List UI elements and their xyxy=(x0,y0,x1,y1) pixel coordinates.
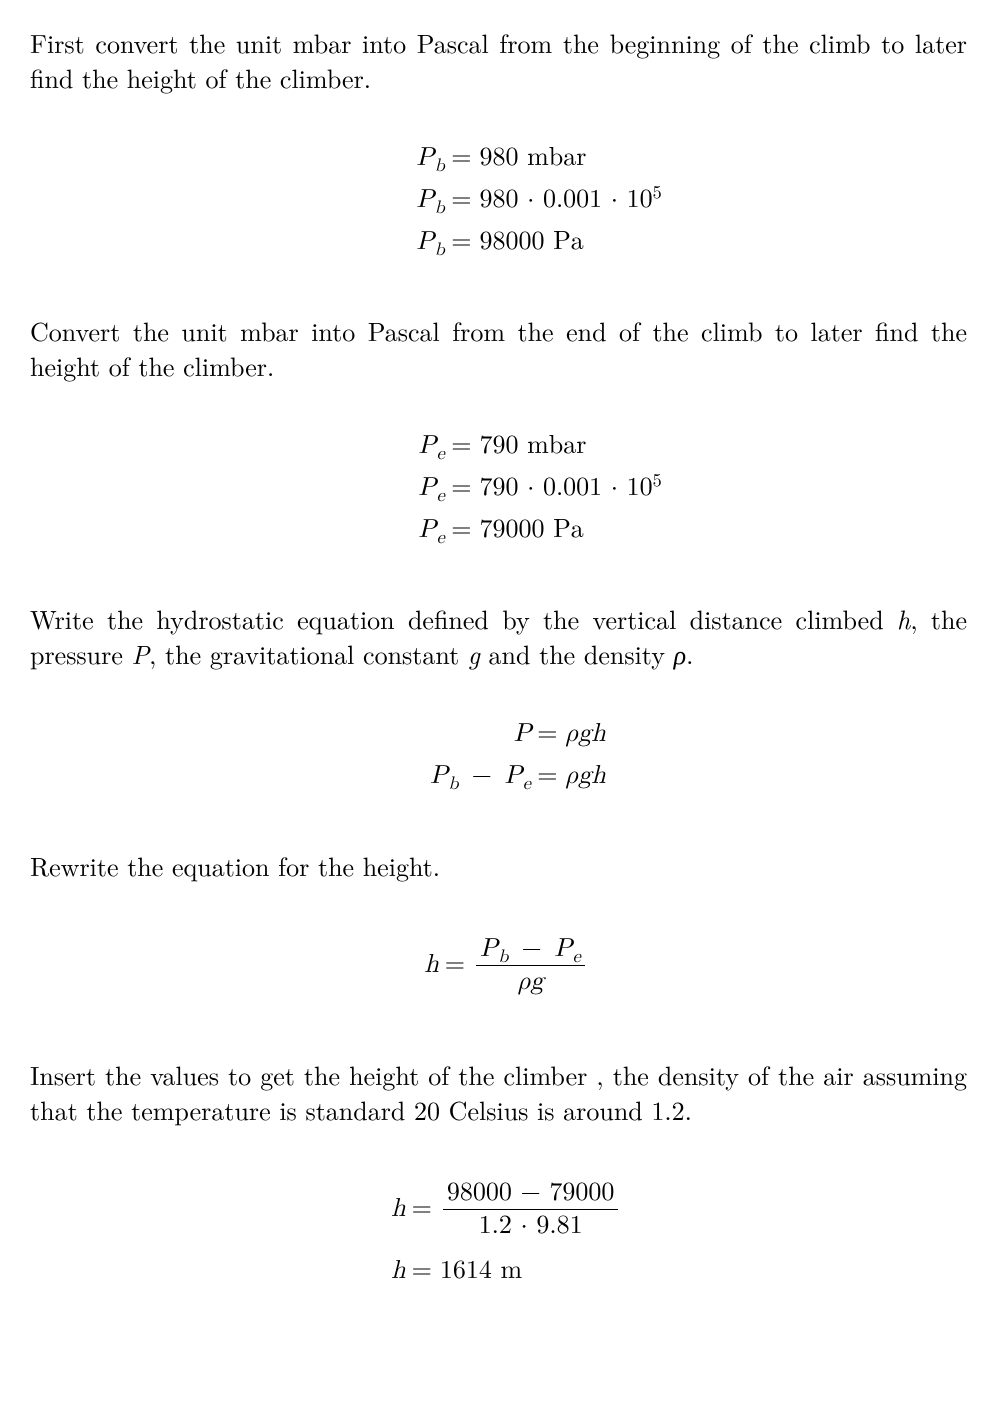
denominator: 1.2 · 9.81 xyxy=(443,1210,619,1241)
sym-P: P xyxy=(416,187,434,213)
eq-hydro-1: P = ρgh xyxy=(391,714,605,756)
eq-final-1: h = 98000 − 79000 1.2 · 9.81 xyxy=(376,1175,622,1245)
sym-P: P xyxy=(418,517,436,543)
sym-g-inline: g xyxy=(468,635,480,672)
eq-pe-1: Pe = 790 mbar xyxy=(335,425,662,467)
sub-b: b xyxy=(448,774,458,793)
sym-P: P xyxy=(430,763,448,789)
sub-e: e xyxy=(437,444,445,463)
math-block-1: Pb = 980 mbar Pb = 980 · 0.001 · 105 Pb … xyxy=(30,137,967,263)
rhs-2a: 980 · 0.001 · 10 xyxy=(479,187,652,213)
rhs-2exp: 5 xyxy=(653,183,662,202)
rhs-3: 98000 Pa xyxy=(477,227,583,258)
sub-e: e xyxy=(523,774,531,793)
p3-text-a: Write the hydrostatic equation defined b… xyxy=(30,600,897,637)
eq-pe-3: Pe = 79000 Pa xyxy=(335,509,662,551)
rhs-1: 980 mbar xyxy=(477,143,586,174)
sub-e: e xyxy=(437,528,445,547)
lhs-P: P xyxy=(514,721,532,747)
sub-b: b xyxy=(435,156,445,175)
sym-h: h xyxy=(391,1196,405,1222)
eq-pb-1: Pb = 980 mbar xyxy=(335,137,662,179)
eq-pb-3: Pb = 98000 Pa xyxy=(335,221,662,263)
sym-P: P xyxy=(418,475,436,501)
paragraph-1: First convert the unit mbar into Pascal … xyxy=(30,25,967,95)
sym-rho-inline: ρ xyxy=(674,635,686,672)
math-block-2: Pe = 790 mbar Pe = 790 · 0.001 · 105 Pe … xyxy=(30,425,967,551)
page: First convert the unit mbar into Pascal … xyxy=(0,0,997,1323)
fraction: Pb − Pe ρg xyxy=(476,935,585,997)
sym-P: P xyxy=(416,145,434,171)
sym-P-inline: P xyxy=(132,635,150,672)
math-block-5: h = 98000 − 79000 1.2 · 9.81 h = 1614 m xyxy=(30,1169,967,1293)
p3-text-c: , the gravitational constant xyxy=(149,635,468,672)
p3-text-d: and the density xyxy=(480,635,674,672)
eq-pe-2: Pe = 790 · 0.001 · 105 xyxy=(335,467,662,509)
sub-e: e xyxy=(437,486,445,505)
sym-h: h xyxy=(391,1258,405,1284)
sub-b: b xyxy=(435,240,445,259)
paragraph-5: Insert the values to get the height of t… xyxy=(30,1057,967,1127)
paragraph-2: Convert the unit mbar into Pascal from t… xyxy=(30,313,967,383)
eq-h-frac: h = Pb − Pe ρg xyxy=(409,931,588,1001)
paragraph-4: Rewrite the equation for the height. xyxy=(30,848,967,883)
eq-pb-2: Pb = 980 · 0.001 · 105 xyxy=(335,179,662,221)
rhs-1: 790 mbar xyxy=(477,431,586,462)
sym-P: P xyxy=(418,433,436,459)
sym-P: P xyxy=(505,763,523,789)
sym-P: P xyxy=(416,229,434,255)
sub-b: b xyxy=(435,198,445,217)
sym-h-inline: h xyxy=(897,600,910,637)
math-block-4: h = Pb − Pe ρg xyxy=(30,925,967,1007)
rhs-final: 1614 m xyxy=(438,1256,522,1287)
rhs-2exp: 5 xyxy=(653,471,662,490)
eq-hydro-2: Pb − Pe = ρgh xyxy=(391,756,605,798)
math-block-3: P = ρgh Pb − Pe = ρgh xyxy=(30,714,967,798)
fraction: 98000 − 79000 1.2 · 9.81 xyxy=(443,1179,619,1241)
eq-final-2: h = 1614 m xyxy=(376,1251,622,1293)
denominator: ρg xyxy=(476,966,585,997)
numerator: 98000 − 79000 xyxy=(443,1179,619,1211)
rhs-rhogh: ρgh xyxy=(566,721,606,747)
paragraph-3: Write the hydrostatic equation defined b… xyxy=(30,601,967,671)
sym-h: h xyxy=(424,952,438,978)
rhs-2a: 790 · 0.001 · 10 xyxy=(479,475,652,501)
rhs-3: 79000 Pa xyxy=(477,515,583,546)
rhs-rhogh: ρgh xyxy=(566,763,606,789)
p3-text-e: . xyxy=(686,635,693,672)
numerator: Pb − Pe xyxy=(476,935,585,967)
